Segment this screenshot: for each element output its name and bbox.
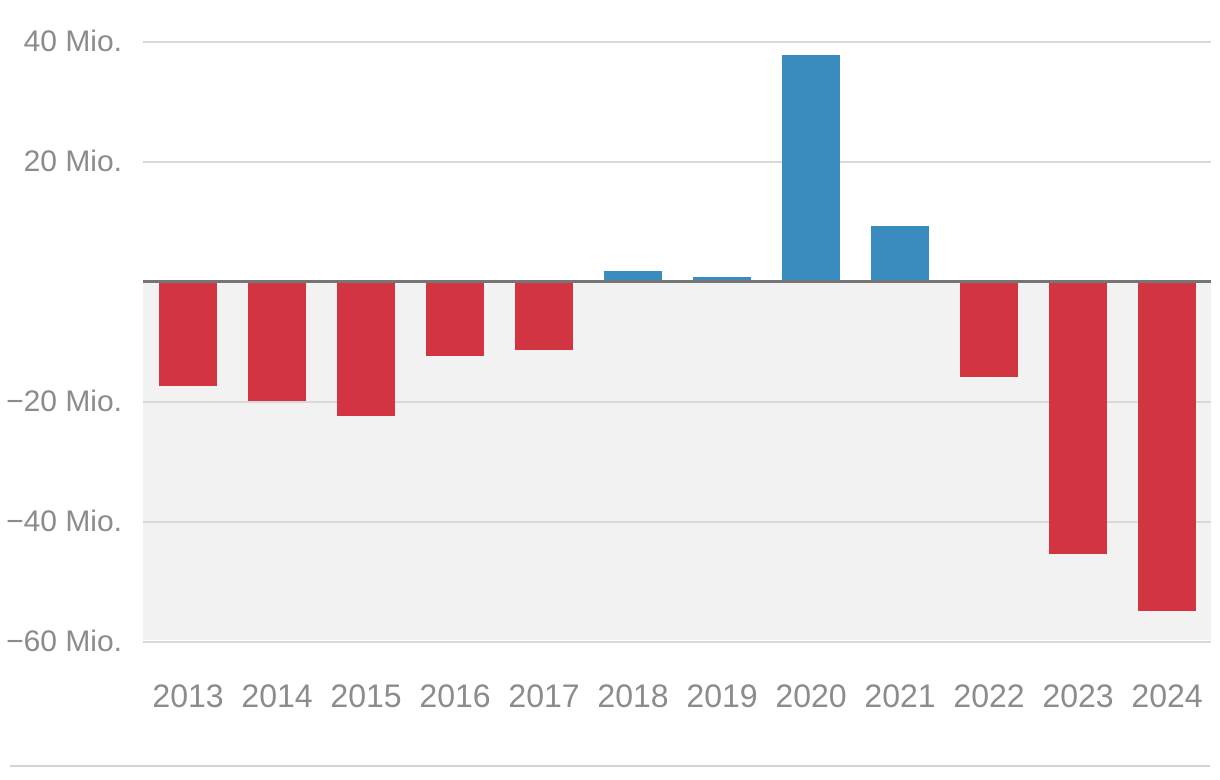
bar-2019 [693, 277, 751, 280]
y-tick-label: −40 Mio. [6, 505, 122, 538]
x-tick-label: 2014 [241, 678, 313, 714]
x-tick-label: 2020 [775, 678, 847, 714]
x-tick-label: 2013 [152, 678, 224, 714]
y-tick-label: −20 Mio. [6, 385, 122, 418]
y-gridline [143, 521, 1211, 523]
bar-2013 [159, 283, 217, 386]
x-tick-label: 2024 [1131, 678, 1203, 714]
x-tick-label: 2018 [597, 678, 669, 714]
bar-2024 [1138, 283, 1196, 611]
y-gridline [143, 41, 1211, 43]
bar-2021 [871, 226, 929, 280]
x-tick-label: 2017 [508, 678, 580, 714]
bar-2015 [337, 283, 395, 416]
zero-axis-line [143, 280, 1211, 283]
bar-2022 [960, 283, 1018, 377]
x-tick-label: 2019 [686, 678, 758, 714]
x-tick-label: 2016 [419, 678, 491, 714]
x-tick-label: 2023 [1042, 678, 1114, 714]
y-gridline [143, 401, 1211, 403]
bar-2016 [426, 283, 484, 356]
y-tick-label: 40 Mio. [23, 25, 122, 58]
bottom-divider-line [10, 765, 1210, 767]
bar-2018 [604, 271, 662, 280]
x-tick-label: 2022 [953, 678, 1025, 714]
y-gridline [143, 641, 1211, 643]
plot-area [143, 0, 1211, 660]
bar-2014 [248, 283, 306, 401]
y-gridline [143, 161, 1211, 163]
x-tick-label: 2021 [864, 678, 936, 714]
bar-2023 [1049, 283, 1107, 554]
y-tick-label: 20 Mio. [23, 145, 122, 178]
x-tick-label: 2015 [330, 678, 402, 714]
bar-2017 [515, 283, 573, 350]
negative-region-background [143, 283, 1211, 640]
y-tick-label: −60 Mio. [6, 625, 122, 658]
bar-2020 [782, 55, 840, 280]
